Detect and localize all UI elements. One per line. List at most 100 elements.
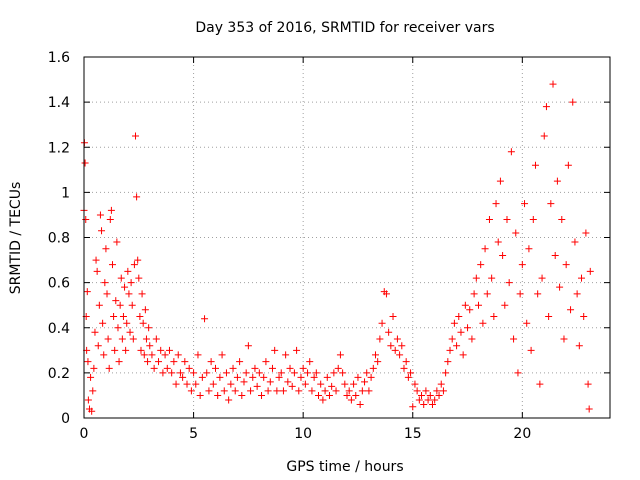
data-point: [297, 373, 305, 381]
x-tick-label: 10: [294, 426, 312, 442]
data-point: [157, 346, 165, 354]
data-point: [350, 380, 358, 388]
data-point: [140, 351, 148, 359]
y-tick-labels: 0 0.2 0.4 0.6 0.8 1 1.2 1.4 1.6: [48, 50, 70, 427]
data-point: [146, 342, 154, 350]
data-point: [312, 369, 320, 377]
data-point: [450, 319, 458, 327]
data-point: [481, 245, 489, 253]
data-point: [133, 193, 141, 201]
data-point: [356, 400, 364, 408]
data-point: [168, 369, 176, 377]
data-point: [442, 369, 450, 377]
data-point: [536, 380, 544, 388]
data-point: [404, 373, 412, 381]
data-point: [470, 290, 478, 298]
data-point: [534, 290, 542, 298]
data-point: [89, 387, 97, 395]
data-point: [196, 391, 204, 399]
data-point: [525, 245, 533, 253]
data-point: [159, 369, 167, 377]
data-point: [176, 369, 184, 377]
data-point: [332, 387, 340, 395]
data-point: [139, 319, 147, 327]
data-point: [585, 405, 593, 413]
data-point: [304, 369, 312, 377]
data-point: [273, 387, 281, 395]
data-point: [141, 306, 149, 314]
data-point: [81, 159, 89, 167]
data-point: [334, 364, 342, 372]
data-point: [111, 346, 119, 354]
data-point: [446, 346, 454, 354]
data-point: [93, 267, 101, 275]
data-point: [575, 342, 583, 350]
data-point: [407, 369, 415, 377]
data-point: [444, 358, 452, 366]
data-point: [218, 351, 226, 359]
data-point: [354, 373, 362, 381]
data-point: [580, 312, 588, 320]
data-point: [255, 369, 263, 377]
data-point: [319, 396, 327, 404]
data-point: [98, 227, 106, 235]
data-point: [479, 319, 487, 327]
chart-title: Day 353 of 2016, SRMTID for receiver var…: [195, 20, 494, 36]
data-point: [233, 373, 241, 381]
data-point: [422, 387, 430, 395]
data-point: [315, 391, 323, 399]
data-point: [181, 358, 189, 366]
data-point: [190, 369, 198, 377]
data-point: [148, 351, 156, 359]
data-point: [549, 80, 557, 88]
data-point: [361, 378, 369, 386]
data-point: [569, 98, 577, 106]
data-point: [488, 274, 496, 282]
data-point: [545, 312, 553, 320]
data-point: [172, 380, 180, 388]
data-point: [264, 387, 272, 395]
data-point: [365, 387, 373, 395]
y-axis-label: SRMTID / TECUs: [8, 182, 24, 295]
data-point: [275, 373, 283, 381]
data-point: [494, 238, 502, 246]
data-point: [457, 328, 465, 336]
data-point: [220, 387, 228, 395]
data-point: [117, 274, 125, 282]
y-tick-label: 0: [61, 411, 70, 427]
data-point: [258, 391, 266, 399]
data-point: [90, 364, 98, 372]
data-point: [336, 351, 344, 359]
data-point: [222, 369, 230, 377]
data-point: [418, 391, 426, 399]
data-point: [105, 364, 113, 372]
data-point: [393, 335, 401, 343]
data-point: [529, 215, 537, 223]
data-point: [100, 351, 108, 359]
data-point: [573, 290, 581, 298]
data-point: [310, 373, 318, 381]
data-point: [376, 335, 384, 343]
data-point: [453, 342, 461, 350]
y-tick-label: 0.8: [48, 231, 70, 247]
data-point: [328, 382, 336, 390]
data-point: [433, 387, 441, 395]
data-point: [523, 319, 531, 327]
data-point: [295, 387, 303, 395]
data-point: [455, 312, 463, 320]
data-point: [150, 364, 158, 372]
data-point: [367, 373, 375, 381]
data-point: [262, 358, 270, 366]
data-point: [240, 378, 248, 386]
y-tick-label: 1: [61, 185, 70, 201]
data-point: [466, 306, 474, 314]
data-point: [227, 380, 235, 388]
x-tick-label: 20: [513, 426, 531, 442]
data-point: [138, 290, 146, 298]
data-point: [87, 373, 95, 381]
data-point: [144, 358, 152, 366]
data-point: [490, 312, 498, 320]
data-point: [130, 261, 138, 269]
data-point: [492, 200, 500, 208]
data-point: [214, 391, 222, 399]
